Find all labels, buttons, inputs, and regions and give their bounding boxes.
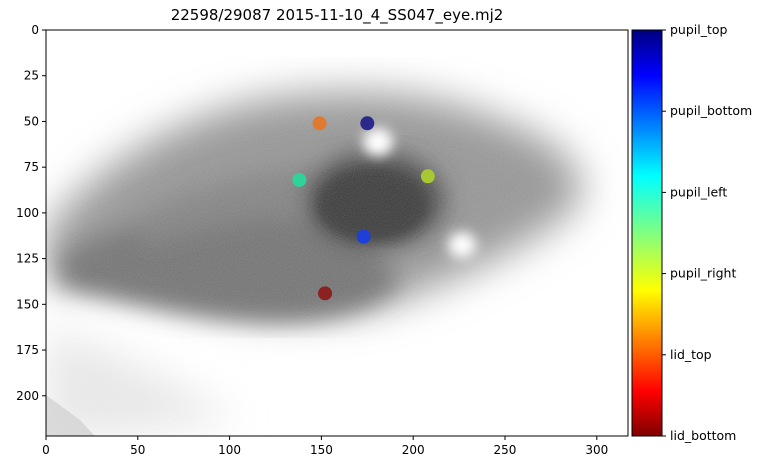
x-tick-label: 100 [218, 443, 241, 457]
colorbar-label: pupil_right [670, 266, 736, 281]
x-tick-label: 50 [130, 443, 145, 457]
y-tick-label: 175 [16, 343, 39, 357]
y-tick-label: 100 [16, 206, 39, 220]
plot-frame [45, 29, 629, 437]
point-pupil-top [360, 116, 375, 131]
colorbar-label: pupil_top [670, 22, 728, 37]
plot-title: 22598/29087 2015-11-10_4_SS047_eye.mj2 [170, 6, 504, 24]
y-tick-label: 200 [16, 389, 39, 403]
keypoints [292, 116, 435, 301]
eye-image [46, 30, 628, 436]
y-tick-label: 75 [24, 160, 39, 174]
x-axis: 0 50 100 150 200 250 300 [42, 436, 608, 457]
y-axis: 0 25 50 75 100 125 150 175 200 [16, 23, 46, 403]
y-tick-label: 50 [24, 114, 39, 128]
colorbar [631, 29, 663, 437]
y-tick-label: 125 [16, 252, 39, 266]
x-tick-label: 0 [42, 443, 50, 457]
x-tick-label: 250 [494, 443, 517, 457]
colorbar-label: pupil_left [670, 184, 727, 199]
x-tick-label: 200 [402, 443, 425, 457]
point-lid-bottom [318, 286, 333, 301]
colorbar-labels: pupil_top pupil_bottom pupil_left pupil_rig… [662, 22, 752, 443]
y-tick-label: 150 [16, 297, 39, 311]
x-tick-label: 150 [310, 443, 333, 457]
colorbar-label: lid_bottom [670, 428, 736, 443]
colorbar-label: lid_top [670, 347, 712, 362]
point-pupil-bottom [356, 229, 371, 244]
point-lid-top [312, 116, 327, 131]
y-tick-label: 25 [24, 69, 39, 83]
point-pupil-right [420, 169, 435, 184]
colorbar-label: pupil_bottom [670, 103, 752, 118]
y-tick-label: 0 [31, 23, 39, 37]
x-tick-label: 300 [585, 443, 608, 457]
point-pupil-left [292, 172, 307, 187]
